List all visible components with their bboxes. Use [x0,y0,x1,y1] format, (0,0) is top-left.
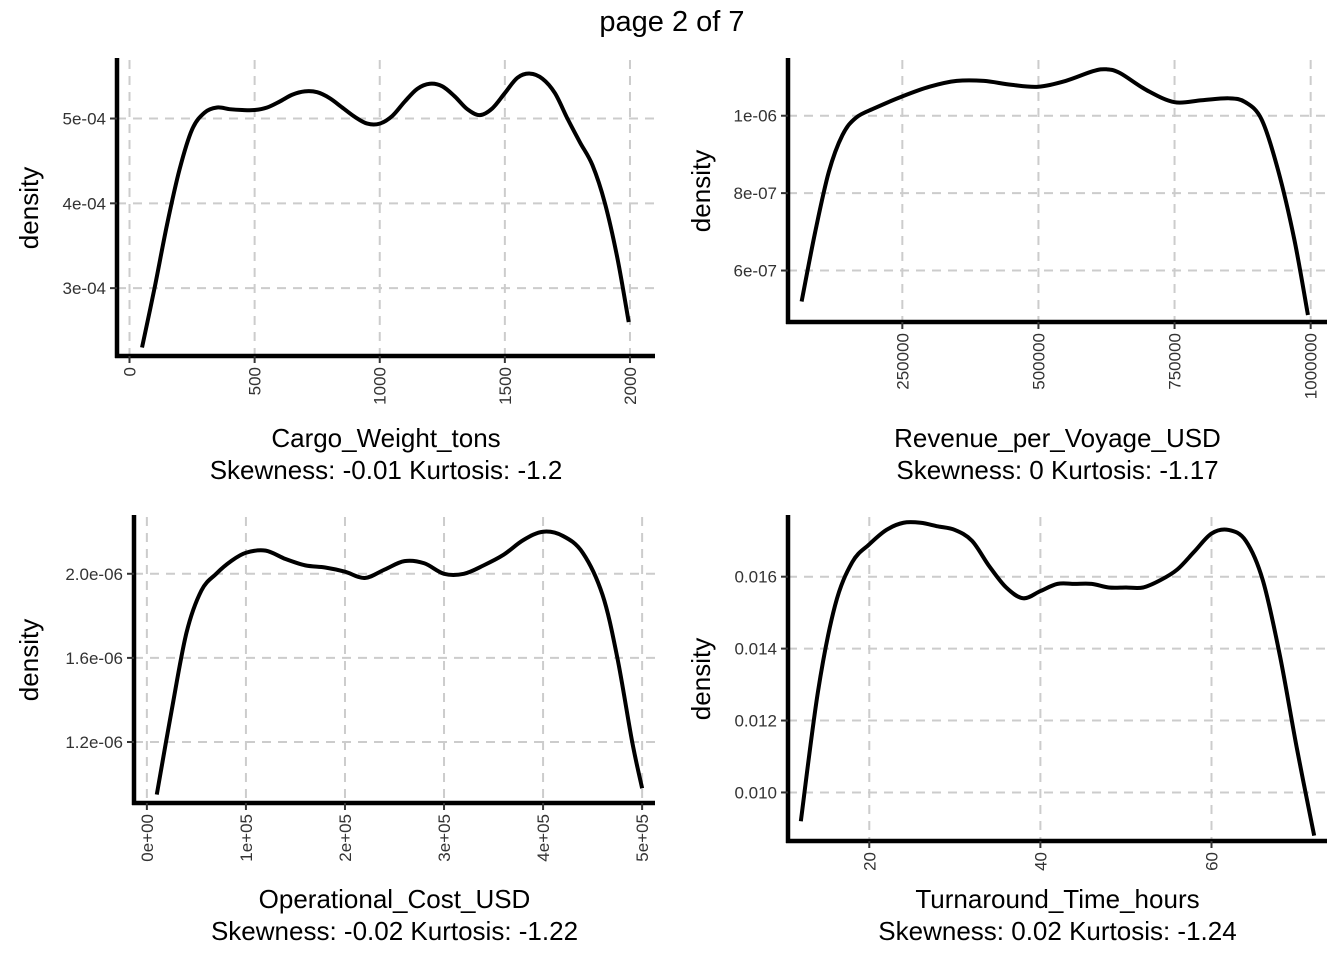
x-axis-title: Revenue_per_Voyage_USD [894,423,1221,453]
x-tick-label: 4e+05 [534,814,553,862]
y-tick-label: 3e-04 [63,279,106,298]
y-tick-label: 0.016 [734,568,777,587]
y-tick-label: 6e-07 [734,262,777,281]
density-curve [798,520,1317,836]
y-tick-label: 1.2e-06 [65,733,123,752]
density-plot-operational-cost: 1.2e-06 1.6e-06 2.0e-06 0e+00 1e+05 2e+05 3e+0… [14,515,655,946]
y-tick-label: 0.012 [734,712,777,731]
page-title: page 2 of 7 [599,6,745,38]
x-axis-title: Turnaround_Time_hours [915,884,1199,914]
x-tick-label: 20 [860,852,879,871]
x-tick-label: 40 [1031,852,1050,871]
skewness-kurtosis-caption: Skewness: -0.01 Kurtosis: -1.2 [210,455,563,485]
y-tick-label: 0.010 [734,783,777,802]
x-tick-label: 1000 [371,367,390,405]
y-axis-title: density [14,167,44,249]
y-tick-label: 4e-04 [63,194,106,213]
x-axis-title: Cargo_Weight_tons [271,423,500,453]
y-tick-label: 1.6e-06 [65,649,123,668]
x-axis-title: Operational_Cost_USD [259,884,531,914]
x-tick-label: 500000 [1029,333,1048,390]
x-tick-label: 1e+05 [237,814,256,862]
skewness-kurtosis-caption: Skewness: 0.02 Kurtosis: -1.24 [878,916,1236,946]
density-plot-revenue-per-voyage: 6e-07 8e-07 1e-06 250000 500000 750000 1000000… [686,58,1327,485]
density-curve [140,71,631,348]
y-tick-label: 8e-07 [734,184,777,203]
x-tick-label: 0 [121,367,140,376]
y-axis-title: density [686,150,716,232]
x-tick-label: 1500 [496,367,515,405]
x-tick-label: 500 [246,367,265,395]
y-axis-title: density [686,638,716,720]
x-tick-label: 2e+05 [336,814,355,862]
y-tick-label: 2.0e-06 [65,565,123,584]
y-tick-label: 1e-06 [734,107,777,126]
skewness-kurtosis-caption: Skewness: 0 Kurtosis: -1.17 [896,455,1218,485]
x-tick-label: 2000 [621,367,640,405]
y-tick-label: 0.014 [734,640,777,659]
x-tick-label: 60 [1203,852,1222,871]
x-tick-label: 0e+00 [138,814,157,862]
y-axis-title: density [14,619,44,701]
density-plot-turnaround-time: 0.010 0.012 0.014 0.016 20 40 60Turnaround_Tim… [686,515,1327,946]
density-curve [799,67,1310,316]
x-tick-label: 750000 [1166,333,1185,390]
x-tick-label: 1000000 [1302,333,1321,399]
density-curve [154,529,645,795]
density-plot-cargo-weight: 3e-04 4e-04 5e-04 0 500 1000 1500 2000 Cargo_Wei… [14,58,655,485]
x-tick-label: 5e+05 [633,814,652,862]
skewness-kurtosis-caption: Skewness: -0.02 Kurtosis: -1.22 [211,916,578,946]
y-tick-label: 5e-04 [63,110,106,129]
x-tick-label: 250000 [893,333,912,390]
x-tick-label: 3e+05 [435,814,454,862]
